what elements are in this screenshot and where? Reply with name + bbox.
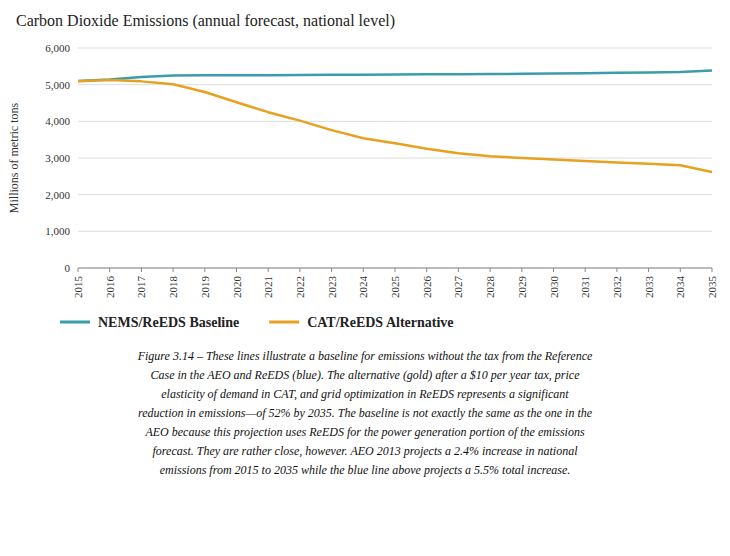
legend: NEMS/ReEDS Baseline CAT/ReEDS Alternative xyxy=(60,315,454,330)
x-tick-label: 2035 xyxy=(706,276,718,299)
x-tick-label: 2017 xyxy=(135,276,147,299)
grid-line xyxy=(78,158,712,159)
x-tick xyxy=(490,268,491,272)
x-tick-label: 2032 xyxy=(611,276,623,298)
caption-line: forecast. They are rather close, however… xyxy=(153,444,579,458)
y-tick-label: 6,000 xyxy=(45,42,70,54)
caption-line: AEO because this projection uses ReEDS f… xyxy=(144,425,584,439)
caption-line: reduction in emissions—of 52% by 2035. T… xyxy=(138,406,593,420)
grid-line xyxy=(78,48,712,49)
x-tick xyxy=(173,268,174,272)
y-tick-label: 0 xyxy=(65,262,71,274)
x-tick-label: 2026 xyxy=(421,276,433,299)
chart: Carbon Dioxide Emissions (annual forecas… xyxy=(0,0,730,556)
legend-label: NEMS/ReEDS Baseline xyxy=(98,315,239,330)
x-tick-label: 2019 xyxy=(199,276,211,299)
x-tick-label: 2029 xyxy=(516,276,528,299)
x-tick xyxy=(585,268,586,272)
x-tick xyxy=(712,268,713,272)
x-tick-label: 2023 xyxy=(326,276,338,299)
x-tick-label: 2034 xyxy=(674,276,686,299)
x-tick xyxy=(268,268,269,272)
x-tick-label: 2030 xyxy=(548,276,560,299)
caption-line: elasticity of demand in CAT, and grid op… xyxy=(161,387,569,401)
x-tick xyxy=(236,268,237,272)
x-tick xyxy=(426,268,427,272)
x-tick xyxy=(331,268,332,272)
x-tick-label: 2027 xyxy=(452,276,464,299)
caption-line: emissions from 2015 to 2035 while the bl… xyxy=(160,463,571,477)
x-tick xyxy=(648,268,649,272)
grid-line xyxy=(78,231,712,232)
y-tick-label: 2,000 xyxy=(45,189,70,201)
x-tick xyxy=(363,268,364,272)
legend-swatch xyxy=(269,321,299,324)
x-tick-label: 2033 xyxy=(643,276,655,299)
x-tick-label: 2015 xyxy=(72,276,84,299)
x-tick xyxy=(521,268,522,272)
x-tick-label: 2022 xyxy=(294,276,306,298)
legend-label: CAT/ReEDS Alternative xyxy=(307,315,453,330)
x-tick-label: 2031 xyxy=(579,276,591,298)
grid-line xyxy=(78,194,712,195)
x-tick-label: 2024 xyxy=(357,276,369,299)
x-tick-label: 2020 xyxy=(231,276,243,299)
x-tick xyxy=(299,268,300,272)
y-tick-label: 4,000 xyxy=(45,115,70,127)
caption-line: Figure 3.14 – These lines illustrate a b… xyxy=(137,349,593,363)
x-tick xyxy=(204,268,205,272)
x-tick-label: 2018 xyxy=(167,276,179,299)
x-tick-label: 2016 xyxy=(104,276,116,299)
x-tick xyxy=(553,268,554,272)
legend-swatch xyxy=(60,321,90,324)
x-tick xyxy=(458,268,459,272)
plot-area xyxy=(78,71,712,172)
x-tick xyxy=(109,268,110,272)
x-tick xyxy=(78,268,79,272)
y-tick-label: 5,000 xyxy=(45,79,70,91)
y-tick-label: 1,000 xyxy=(45,225,70,237)
x-tick-label: 2028 xyxy=(484,275,496,298)
title: Carbon Dioxide Emissions (annual forecas… xyxy=(16,12,395,30)
y-axis-label: Millions of metric tons xyxy=(7,103,21,214)
x-tick xyxy=(395,268,396,272)
x-tick xyxy=(141,268,142,272)
series-line xyxy=(78,80,712,172)
grid xyxy=(78,48,712,268)
x-tick-label: 2021 xyxy=(262,276,274,298)
series-line xyxy=(78,71,712,81)
x-tick xyxy=(616,268,617,272)
grid-line xyxy=(78,121,712,122)
caption-line: Case in the AEO and ReEDS (blue). The al… xyxy=(150,368,580,382)
y-tick-label: 3,000 xyxy=(45,152,70,164)
x-tick xyxy=(680,268,681,272)
x-tick-label: 2025 xyxy=(389,276,401,299)
